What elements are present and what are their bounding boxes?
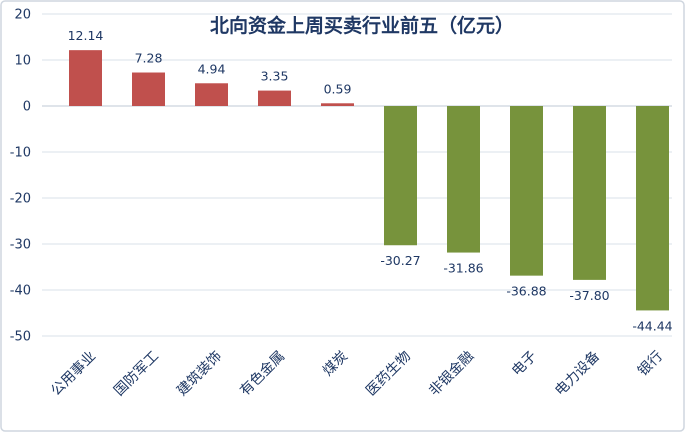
bars	[69, 50, 669, 311]
bar-4	[258, 90, 291, 106]
bar-6	[384, 106, 417, 246]
data-label-7: -31.86	[443, 261, 483, 276]
data-labels: 12.14 7.28 4.94 3.35 0.59 -30.27 -31.86 -36.88 -…	[68, 28, 673, 333]
bar-2	[132, 72, 165, 106]
y-tick-label: -50	[10, 330, 31, 345]
y-tick-label: 10	[14, 54, 31, 69]
y-tick-label: -10	[10, 146, 31, 161]
data-label-1: 12.14	[68, 28, 104, 43]
y-tick-label: 20	[14, 8, 31, 23]
chart-title: 北向资金上周买卖行业前五（亿元）	[210, 14, 514, 37]
data-label-8: -36.88	[506, 284, 546, 299]
y-tick-label: -40	[10, 284, 31, 299]
data-label-4: 3.35	[261, 69, 289, 84]
bar-9	[573, 106, 606, 280]
y-tick-label: 0	[23, 100, 31, 115]
bar-8	[510, 106, 543, 276]
data-label-9: -37.80	[569, 288, 609, 303]
data-label-10: -44.44	[632, 318, 672, 333]
bar-5	[321, 103, 354, 106]
y-tick-label: -30	[10, 238, 31, 253]
y-axis-ticks: 20 10 0 -10 -20 -30 -40 -50	[10, 8, 31, 345]
data-label-2: 7.28	[135, 51, 163, 66]
bar-3	[195, 83, 228, 106]
bar-10	[636, 106, 669, 311]
data-label-5: 0.59	[324, 81, 352, 96]
y-tick-label: -20	[10, 192, 31, 207]
data-label-6: -30.27	[380, 253, 420, 268]
bar-1	[69, 50, 102, 106]
bar-7	[447, 106, 480, 253]
data-label-3: 4.94	[198, 61, 226, 76]
